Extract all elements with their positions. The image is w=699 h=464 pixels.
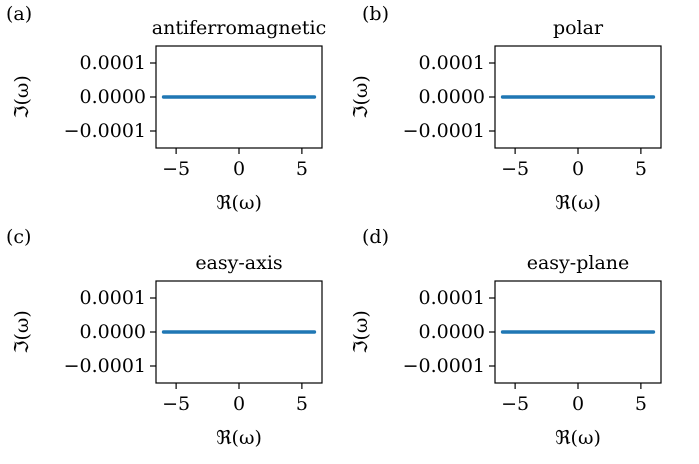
y-tick-label: 0.0001 <box>419 287 485 309</box>
y-tick-label: 0.0001 <box>80 52 146 74</box>
x-tick-label: 0 <box>233 393 245 415</box>
panel-title: easy-plane <box>527 252 630 274</box>
x-tick-label: 5 <box>635 158 647 180</box>
y-axis-label: ℑ(ω) <box>11 75 33 119</box>
panel-title: polar <box>553 17 604 39</box>
x-tick-label: 0 <box>572 393 584 415</box>
panel-tag: (c) <box>6 226 31 248</box>
x-tick-label: 5 <box>296 393 308 415</box>
y-tick-label: −0.0001 <box>403 355 485 377</box>
x-tick-label: −5 <box>501 393 529 415</box>
y-axis-label: ℑ(ω) <box>350 75 372 119</box>
x-tick-label: 0 <box>572 158 584 180</box>
panel-tag: (d) <box>362 226 389 248</box>
x-tick-label: 0 <box>233 158 245 180</box>
x-axis-label: ℜ(ω) <box>555 427 601 449</box>
y-tick-label: 0.0000 <box>419 86 485 108</box>
panel-b: (b) polar −5 0 5 0.0001 0.0000 −0.0001 ℜ(ω) ℑ(ω) <box>350 3 662 214</box>
y-tick-label: 0.0000 <box>80 321 146 343</box>
panel-a: (a) antiferromagnetic −5 0 5 0.0001 0.0000 −0.0… <box>6 3 326 214</box>
x-axis-label: ℜ(ω) <box>216 192 262 214</box>
panel-title: easy-axis <box>195 252 282 274</box>
panel-tag: (b) <box>362 3 389 25</box>
panel-title: antiferromagnetic <box>152 17 327 39</box>
y-tick-label: 0.0001 <box>419 52 485 74</box>
x-axis-label: ℜ(ω) <box>216 427 262 449</box>
x-axis-label: ℜ(ω) <box>555 192 601 214</box>
y-tick-label: 0.0000 <box>419 321 485 343</box>
y-axis-label: ℑ(ω) <box>350 310 372 354</box>
panel-c: (c) easy-axis −5 0 5 0.0001 0.0000 −0.0001 ℜ(ω) ℑ… <box>6 226 323 449</box>
panel-tag: (a) <box>6 3 32 25</box>
x-tick-label: −5 <box>162 393 190 415</box>
y-axis-label: ℑ(ω) <box>11 310 33 354</box>
panel-d: (d) easy-plane −5 0 5 0.0001 0.0000 −0.0001 ℜ(ω)… <box>350 226 662 449</box>
y-tick-label: −0.0001 <box>64 120 146 142</box>
y-tick-label: 0.0000 <box>80 86 146 108</box>
x-tick-label: 5 <box>635 393 647 415</box>
x-tick-label: 5 <box>296 158 308 180</box>
y-tick-label: −0.0001 <box>64 355 146 377</box>
x-tick-label: −5 <box>501 158 529 180</box>
y-tick-label: 0.0001 <box>80 287 146 309</box>
x-tick-label: −5 <box>162 158 190 180</box>
y-tick-label: −0.0001 <box>403 120 485 142</box>
